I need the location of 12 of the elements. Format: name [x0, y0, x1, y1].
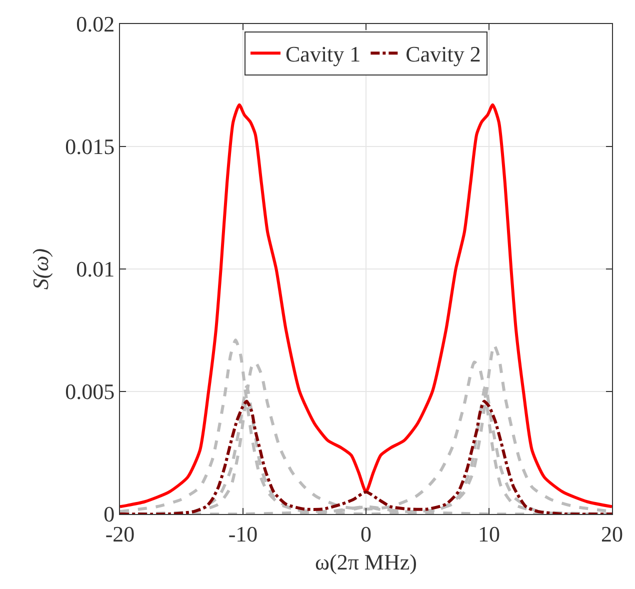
x-tick-label: 10	[478, 521, 500, 546]
x-tick-label: -10	[228, 521, 258, 546]
x-tick-label: 20	[601, 521, 623, 546]
legend-label: Cavity 1	[286, 42, 361, 67]
x-tick-label: 0	[360, 521, 372, 546]
y-axis-title: S(ω)	[28, 248, 53, 290]
x-axis-title: ω(2π MHz)	[315, 549, 417, 574]
legend-label: Cavity 2	[406, 42, 481, 67]
y-tick-label: 0.02	[76, 12, 115, 37]
y-tick-label: 0.01	[76, 256, 115, 282]
y-tick-label: 0.005	[65, 379, 115, 404]
y-tick-label: 0.015	[65, 134, 115, 160]
